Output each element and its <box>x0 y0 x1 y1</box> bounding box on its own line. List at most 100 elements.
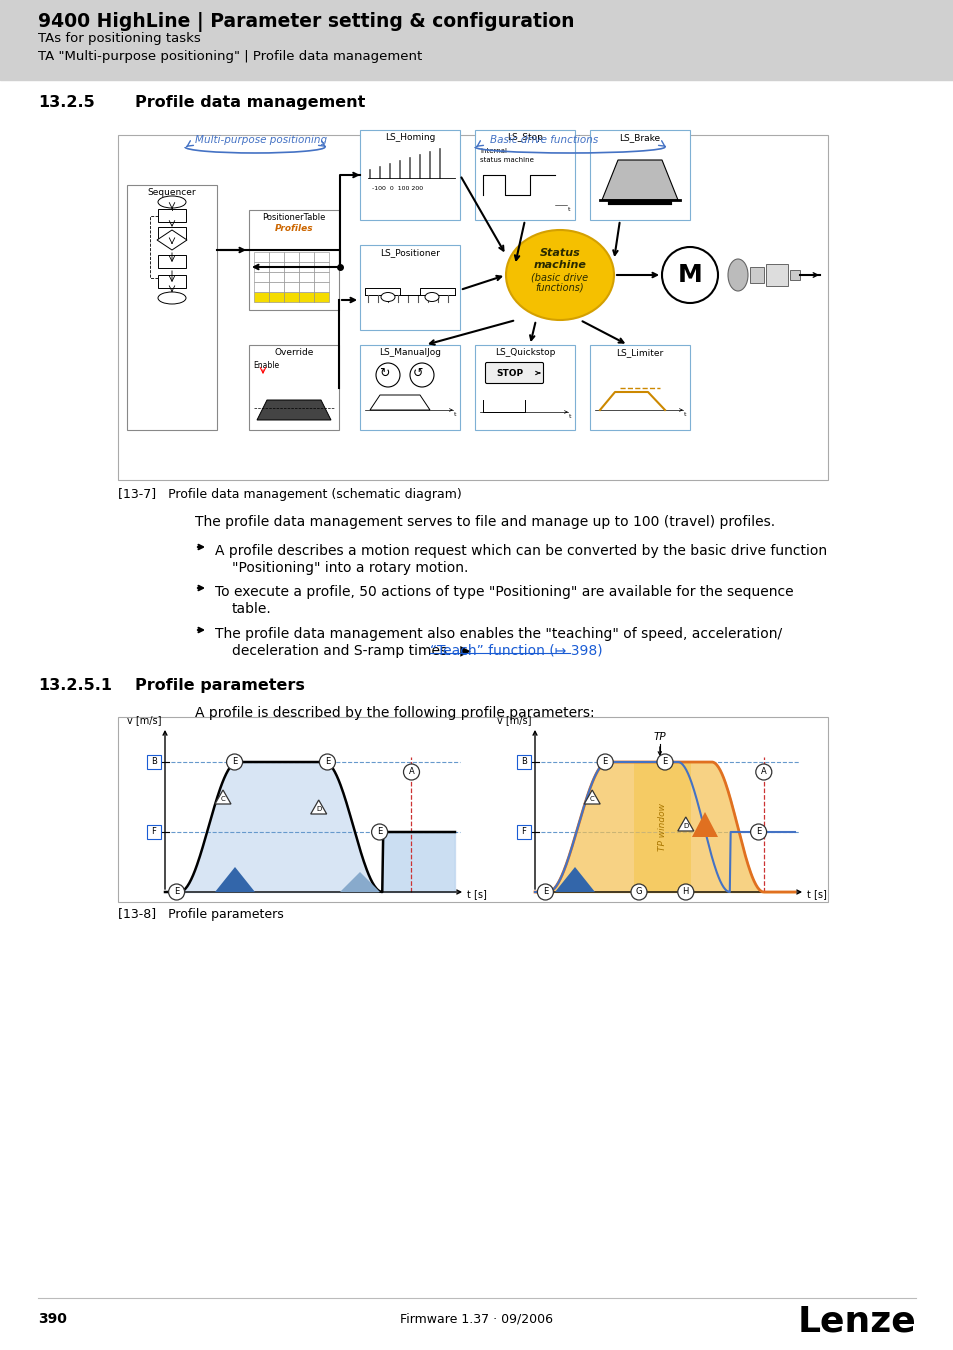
Bar <box>589 130 689 220</box>
Bar <box>118 717 827 902</box>
Circle shape <box>319 755 335 770</box>
Ellipse shape <box>424 293 438 301</box>
Circle shape <box>410 363 434 387</box>
Text: B: B <box>151 757 159 767</box>
Text: F: F <box>152 828 156 837</box>
Bar <box>298 271 314 282</box>
Text: deceleration and S-ramp times.  ▶: deceleration and S-ramp times. ▶ <box>232 644 479 657</box>
Bar <box>147 755 161 770</box>
Text: E: E <box>173 887 179 896</box>
Polygon shape <box>382 832 455 892</box>
Text: Multi-purpose positioning: Multi-purpose positioning <box>194 135 327 144</box>
FancyBboxPatch shape <box>485 363 543 383</box>
Polygon shape <box>339 872 379 892</box>
Circle shape <box>227 755 242 770</box>
Bar <box>314 252 329 262</box>
Text: t: t <box>568 414 571 418</box>
Bar <box>158 255 186 269</box>
Text: t: t <box>567 207 570 212</box>
Bar <box>269 262 284 271</box>
Polygon shape <box>583 790 599 805</box>
Ellipse shape <box>505 230 614 320</box>
Bar <box>269 252 284 262</box>
Bar <box>269 292 284 302</box>
Text: “Teach” function (↦ 398): “Teach” function (↦ 398) <box>430 644 602 657</box>
Text: t: t <box>683 412 686 417</box>
Text: B: B <box>520 757 529 767</box>
Text: LS_Positioner: LS_Positioner <box>379 248 439 256</box>
Bar <box>158 209 186 221</box>
Bar <box>314 282 329 292</box>
Bar <box>253 252 269 262</box>
Ellipse shape <box>158 196 186 208</box>
Text: [13-8]   Profile parameters: [13-8] Profile parameters <box>118 909 283 921</box>
Bar <box>749 267 763 284</box>
Bar <box>765 265 787 286</box>
Text: A profile describes a motion request which can be converted by the basic drive f: A profile describes a motion request whi… <box>214 544 826 558</box>
Text: Sequencer: Sequencer <box>148 188 196 197</box>
Text: LS_Limiter: LS_Limiter <box>616 348 663 356</box>
Bar <box>158 275 186 288</box>
Text: E: E <box>755 828 760 837</box>
Bar <box>298 252 314 262</box>
Bar <box>158 227 186 240</box>
Circle shape <box>372 824 387 840</box>
Polygon shape <box>214 790 231 805</box>
Circle shape <box>537 884 553 900</box>
Bar <box>633 761 690 892</box>
Polygon shape <box>555 867 595 892</box>
Text: F: F <box>521 828 526 837</box>
Bar <box>314 262 329 271</box>
Text: E: E <box>324 757 330 767</box>
Text: LS_Stop: LS_Stop <box>507 134 542 142</box>
Bar <box>253 271 269 282</box>
Text: E: E <box>542 887 547 896</box>
Bar <box>589 346 689 431</box>
Text: Profile parameters: Profile parameters <box>135 678 305 693</box>
Bar <box>127 185 216 431</box>
Bar <box>118 135 827 481</box>
Circle shape <box>661 247 718 302</box>
Text: D: D <box>315 806 321 811</box>
Text: v [m/s]: v [m/s] <box>497 716 532 725</box>
Text: G: G <box>635 887 641 896</box>
Ellipse shape <box>727 259 747 292</box>
Text: M: M <box>677 263 701 288</box>
Circle shape <box>597 755 613 770</box>
Text: (basic drive: (basic drive <box>531 271 588 282</box>
Text: t: t <box>454 412 456 417</box>
Text: E: E <box>602 757 607 767</box>
Text: E: E <box>376 828 382 837</box>
Bar <box>314 271 329 282</box>
Text: PositionerTable: PositionerTable <box>262 213 325 221</box>
Bar <box>253 282 269 292</box>
Bar <box>517 755 531 770</box>
Text: A profile is described by the following profile parameters:: A profile is described by the following … <box>194 706 594 720</box>
Bar <box>359 130 459 220</box>
Text: 13.2.5: 13.2.5 <box>38 95 94 109</box>
Text: Status: Status <box>539 248 579 258</box>
Bar <box>789 270 800 279</box>
Text: Basic drive functions: Basic drive functions <box>490 135 598 144</box>
Text: machine: machine <box>533 261 586 270</box>
Text: F: F <box>521 828 529 837</box>
Bar <box>253 292 269 302</box>
Bar <box>475 130 575 220</box>
Bar <box>284 282 298 292</box>
Text: LS_Homing: LS_Homing <box>384 134 435 142</box>
Text: To execute a profile, 50 actions of type "Positioning" are available for the seq: To execute a profile, 50 actions of type… <box>214 585 793 599</box>
Text: Lenze: Lenze <box>797 1304 915 1338</box>
Bar <box>147 825 161 838</box>
Text: E: E <box>232 757 237 767</box>
Bar <box>298 292 314 302</box>
Bar <box>298 262 314 271</box>
Text: TAs for positioning tasks: TAs for positioning tasks <box>38 32 200 45</box>
Text: STOP: STOP <box>496 369 523 378</box>
Text: TP window: TP window <box>658 803 666 850</box>
Text: B: B <box>520 757 526 767</box>
Bar <box>475 346 575 431</box>
Bar <box>0 0 953 80</box>
Circle shape <box>750 824 766 840</box>
Bar <box>249 211 338 310</box>
Text: -100  0  100 200: -100 0 100 200 <box>372 186 423 190</box>
